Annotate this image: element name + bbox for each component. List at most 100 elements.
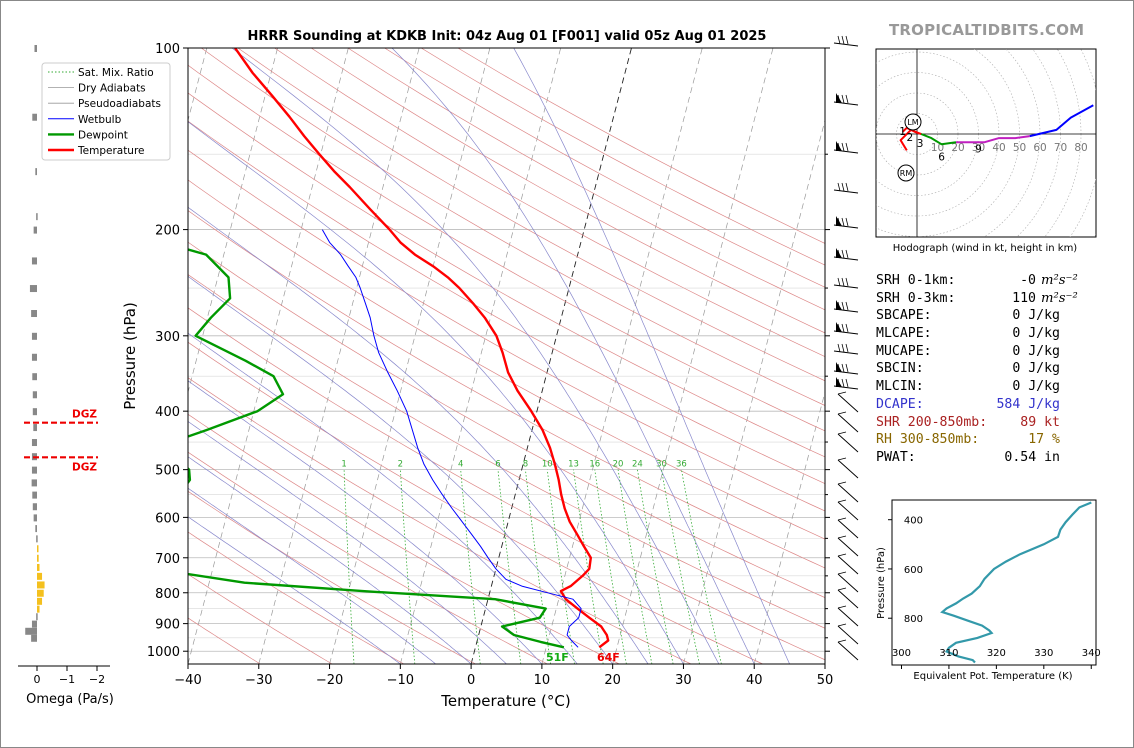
- hodo-ring-label: 60: [1033, 142, 1046, 154]
- mixing-ratio-label: 20: [613, 460, 624, 470]
- dry-adiabat: [188, 531, 405, 664]
- isotherm: [188, 48, 278, 394]
- omega-bar: [32, 491, 37, 499]
- index-label: SBCIN:: [876, 361, 924, 377]
- dgz-label: DGZ: [72, 461, 97, 473]
- wind-barb: [833, 300, 859, 313]
- skewt-panel: 1 2 4 6 8 10 13 16 20 24 30 36 −40 −30 −20 −10 0 10 20 30 4…: [121, 42, 833, 710]
- moist-adiabat: [188, 380, 543, 664]
- mixing-ratio-line: [546, 469, 575, 664]
- thetae-x-tick-label: 320: [987, 648, 1006, 659]
- mixing-ratio-line: [573, 469, 604, 664]
- omega-bar: [34, 45, 37, 52]
- dry-adiabat: [237, 48, 825, 382]
- omega-bar: [36, 535, 38, 543]
- index-row: MLCIN: 0 J/kg: [876, 378, 1096, 396]
- index-value: 17 %: [1028, 432, 1060, 448]
- index-table: SRH 0-1km: -0 m²s⁻² SRH 0-3km: 110 m²s⁻² SBCAP…: [876, 272, 1096, 467]
- y-tick-label: 100: [155, 42, 180, 57]
- dry-adiabat: [188, 120, 825, 484]
- x-tick-label: 30: [675, 673, 692, 688]
- index-row: SRH 0-1km: -0 m²s⁻²: [876, 272, 1096, 290]
- mixing-ratio-label: 1: [341, 460, 346, 470]
- mixing-ratio-label: 10: [542, 460, 553, 470]
- dry-adiabat: [188, 241, 825, 599]
- mixing-ratio-line: [617, 469, 653, 664]
- mixing-ratio-line: [525, 469, 552, 664]
- index-value: 0 J/kg: [1012, 361, 1060, 377]
- thetae-y-tick-label: 600: [904, 565, 923, 576]
- omega-bar: [32, 373, 37, 381]
- x-tick-label: −10: [387, 673, 414, 688]
- thetae-y-label: Pressure (hPa): [876, 547, 887, 619]
- dry-adiabat: [188, 64, 825, 432]
- omega-bar: [33, 226, 37, 234]
- omega-bar: [37, 554, 39, 562]
- hodo-trace: [920, 133, 957, 146]
- thetae-x-tick-label: 340: [1082, 648, 1101, 659]
- thetae-x-tick-label: 310: [939, 648, 958, 659]
- x-tick-label: 40: [746, 673, 763, 688]
- dry-adiabat: [188, 149, 825, 512]
- wind-barb: [833, 377, 859, 390]
- omega-bar: [36, 213, 38, 221]
- omega-bar: [31, 257, 37, 265]
- mixing-ratio-label: 36: [676, 460, 687, 470]
- skewt-frame: [187, 47, 826, 665]
- y-tick-label: 1000: [147, 645, 180, 660]
- wind-barb: [837, 571, 859, 593]
- index-label: MUCAPE:: [876, 343, 932, 359]
- index-row: MLCAPE: 0 J/kg: [876, 325, 1096, 343]
- moist-adiabat: [188, 121, 684, 664]
- wind-barb: [837, 553, 859, 575]
- omega-bar: [31, 439, 37, 447]
- omega-bar: [31, 332, 37, 340]
- wind-barb: [833, 182, 859, 194]
- omega-bar: [29, 285, 37, 293]
- thetae-y-tick-label: 400: [904, 516, 923, 527]
- wetbulb-profile: [321, 229, 582, 648]
- hodo-trace: [1029, 104, 1094, 138]
- dry-adiabat: [188, 179, 825, 540]
- x-tick-label: 20: [604, 673, 621, 688]
- mixing-ratio-label: 13: [568, 460, 579, 470]
- moist-adiabat: [188, 487, 436, 664]
- temperature-profile: [234, 48, 610, 649]
- moist-adiabat: [513, 48, 790, 664]
- wind-barb: [837, 587, 859, 609]
- dry-adiabat: [188, 451, 548, 664]
- index-value: -0: [1020, 273, 1036, 288]
- wind-barb: [837, 517, 859, 539]
- thetae-x-tick-label: 300: [892, 648, 911, 659]
- index-label: DCAPE:: [876, 396, 924, 412]
- wind-barb: [833, 35, 859, 47]
- wind-barb: [837, 457, 859, 479]
- isotherm: [683, 118, 825, 664]
- mixing-ratio-line: [460, 469, 481, 664]
- wind-barb: [837, 639, 859, 661]
- index-value: 110: [1012, 290, 1036, 306]
- dry-adiabat: [188, 413, 620, 664]
- isotherm: [541, 48, 703, 664]
- mixing-ratio-line: [681, 469, 722, 664]
- y-tick-label: 800: [155, 587, 180, 602]
- mixing-ratio-label: 6: [495, 460, 500, 470]
- omega-bar: [37, 572, 43, 580]
- omega-bar: [37, 605, 40, 613]
- omega-bar: [33, 514, 37, 522]
- x-tick-label: −30: [245, 673, 272, 688]
- storm-motion-marker: [897, 164, 915, 182]
- legend-entry: Temperature: [77, 145, 145, 157]
- thetae-x-label: Equivalent Pot. Temperature (K): [913, 671, 1072, 682]
- index-label: SBCAPE:: [876, 308, 932, 324]
- chart-title: HRRR Sounding at KDKB Init: 04z Aug 01 […: [248, 29, 767, 44]
- hodo-ring-label: 20: [951, 142, 964, 154]
- mixing-ratio-label: 8: [523, 460, 528, 470]
- dry-adiabat: [188, 617, 261, 664]
- wind-barb: [837, 431, 859, 453]
- index-row: SRH 0-3km: 110 m²s⁻²: [876, 290, 1096, 308]
- x-axis-label: Temperature (°C): [440, 692, 570, 710]
- omega-bar: [31, 466, 37, 474]
- legend-entry: Pseudoadiabats: [78, 98, 161, 110]
